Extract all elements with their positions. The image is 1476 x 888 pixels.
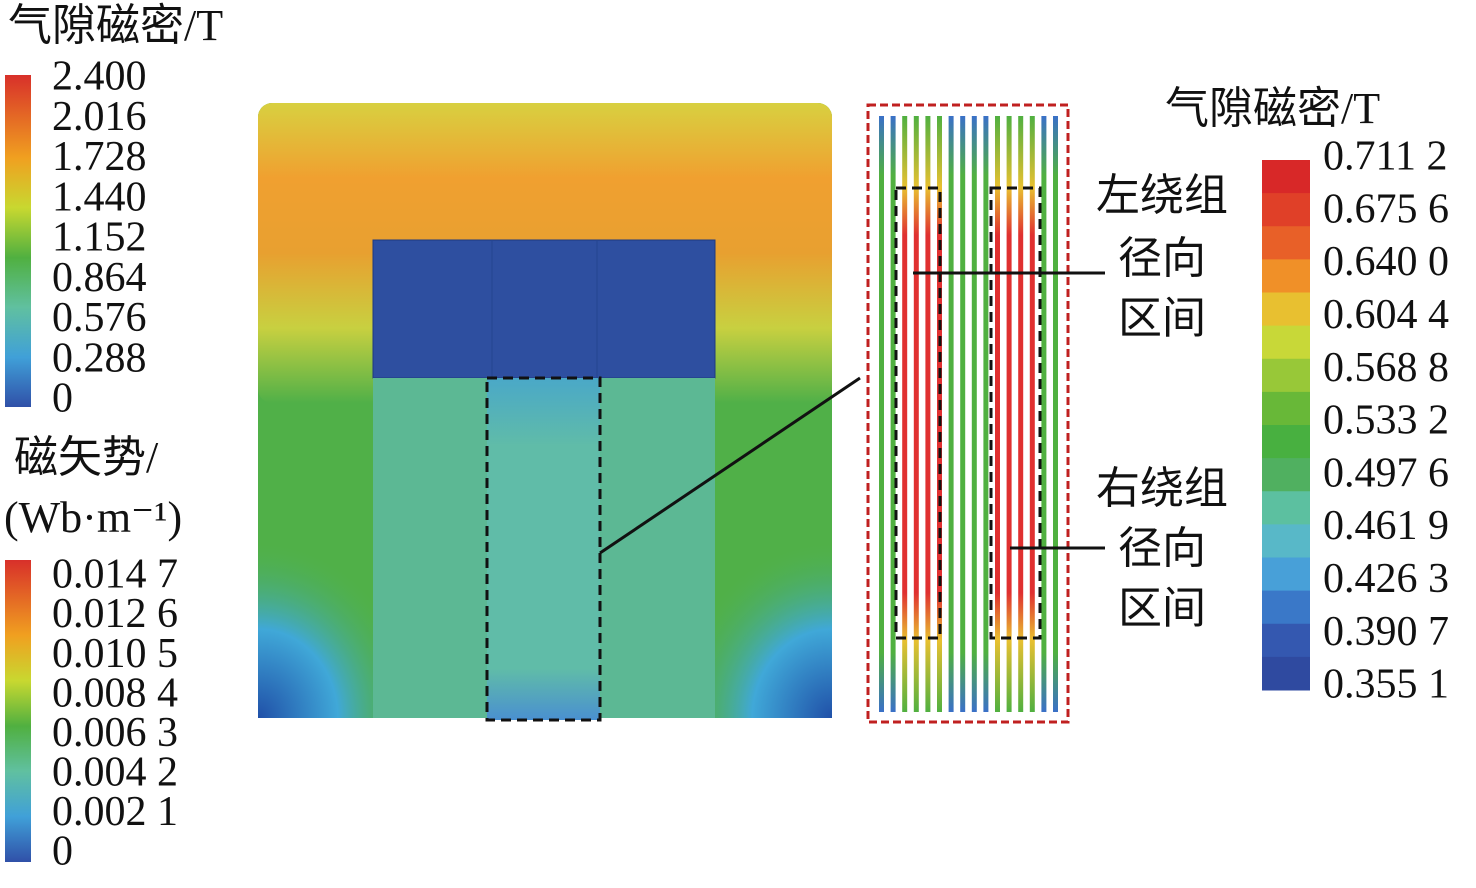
legend-label: 0.640 0 <box>1323 239 1449 285</box>
stripe <box>1018 116 1024 712</box>
legend-label: 0.576 <box>52 295 147 341</box>
legend-label: 0.461 9 <box>1323 503 1449 549</box>
zoom-plot <box>866 103 1070 724</box>
legend-label: 0.604 4 <box>1323 292 1449 338</box>
color-band <box>1262 391 1310 426</box>
legend-label: 0.012 6 <box>52 591 178 637</box>
stripe <box>937 116 942 712</box>
legend-labels: 0.014 70.012 60.010 50.008 40.006 30.004… <box>52 552 178 875</box>
legend-label: 1.440 <box>52 174 147 220</box>
legend-label: 1.152 <box>52 215 147 261</box>
annotation: 区间 <box>1118 584 1206 633</box>
color-bar <box>1262 160 1310 691</box>
legend-label: 2.400 <box>52 54 147 100</box>
stripe <box>971 116 977 712</box>
annotation: 右绕组 <box>1096 464 1228 513</box>
stripe <box>890 116 896 712</box>
color-band <box>1262 458 1310 492</box>
legend-label: 0.497 6 <box>1323 450 1449 496</box>
stripe <box>1006 116 1012 712</box>
field-plot <box>258 103 861 722</box>
dashed-region <box>894 186 942 640</box>
stripe <box>960 116 966 712</box>
legend-label: 0.006 3 <box>52 710 178 756</box>
stripe <box>948 116 954 712</box>
legend-label: 0.390 7 <box>1323 609 1449 655</box>
annotation: 径向 <box>1118 524 1206 573</box>
stripe <box>1041 116 1047 712</box>
legend-label: 0.711 2 <box>1323 134 1447 180</box>
color-band <box>1262 193 1310 227</box>
annotation: 区间 <box>1118 294 1206 343</box>
color-band <box>1262 358 1310 393</box>
legend-label: 0 <box>52 829 73 875</box>
color-band <box>1262 557 1310 592</box>
legend-label: 0.002 1 <box>52 789 178 835</box>
color-bar <box>5 75 31 407</box>
legend-label: 0.568 8 <box>1323 345 1449 391</box>
color-band <box>1262 292 1310 327</box>
stripe <box>1029 116 1035 712</box>
color-band <box>1262 226 1310 260</box>
color-band <box>1262 623 1310 658</box>
color-band <box>1262 590 1310 625</box>
legend-label: 0.675 6 <box>1323 186 1449 232</box>
color-band <box>1262 160 1310 194</box>
color-band <box>1262 491 1310 525</box>
stripe <box>913 116 919 712</box>
stripe <box>879 116 884 712</box>
stripe <box>983 116 989 712</box>
legend-title: (Wb·m⁻¹) <box>4 493 182 542</box>
color-bar <box>5 560 31 862</box>
legend-label: 0 <box>52 376 73 422</box>
legend-label: 1.728 <box>52 134 147 180</box>
legend-title: 气隙磁密/T <box>1165 84 1380 133</box>
legend-label: 2.016 <box>52 94 147 140</box>
legend-label: 0.008 4 <box>52 670 178 716</box>
color-band <box>1262 656 1310 691</box>
legend-label: 0.014 7 <box>52 552 178 598</box>
legend-title: 磁矢势/ <box>14 433 159 482</box>
legend-labels: 2.4002.0161.7281.4401.1520.8640.5760.288… <box>52 54 147 422</box>
color-band <box>1262 524 1310 558</box>
stripe <box>1053 116 1058 712</box>
color-band <box>1262 259 1310 293</box>
stripe <box>925 116 931 712</box>
legend-labels: 0.711 2 0.675 6 0.640 0 0.604 4 0.568 8 0.533… <box>1323 134 1449 708</box>
annotation: 径向 <box>1118 234 1206 283</box>
annotation: 左绕组 <box>1096 171 1228 220</box>
stripe <box>995 116 1000 712</box>
dashed-region <box>989 186 1042 640</box>
legend-label: 0.288 <box>52 335 147 381</box>
legend-label: 0.426 3 <box>1323 556 1449 602</box>
legend-label: 0.533 2 <box>1323 398 1449 444</box>
legend-label: 0.010 5 <box>52 631 178 677</box>
color-band <box>1262 325 1310 360</box>
legend-label: 0.864 <box>52 255 147 301</box>
color-band <box>1262 425 1310 459</box>
legend-label: 0.355 1 <box>1323 662 1449 708</box>
legend-title: 气隙磁密/T <box>8 1 223 50</box>
stripe <box>902 116 908 712</box>
legend-label: 0.004 2 <box>52 749 178 795</box>
